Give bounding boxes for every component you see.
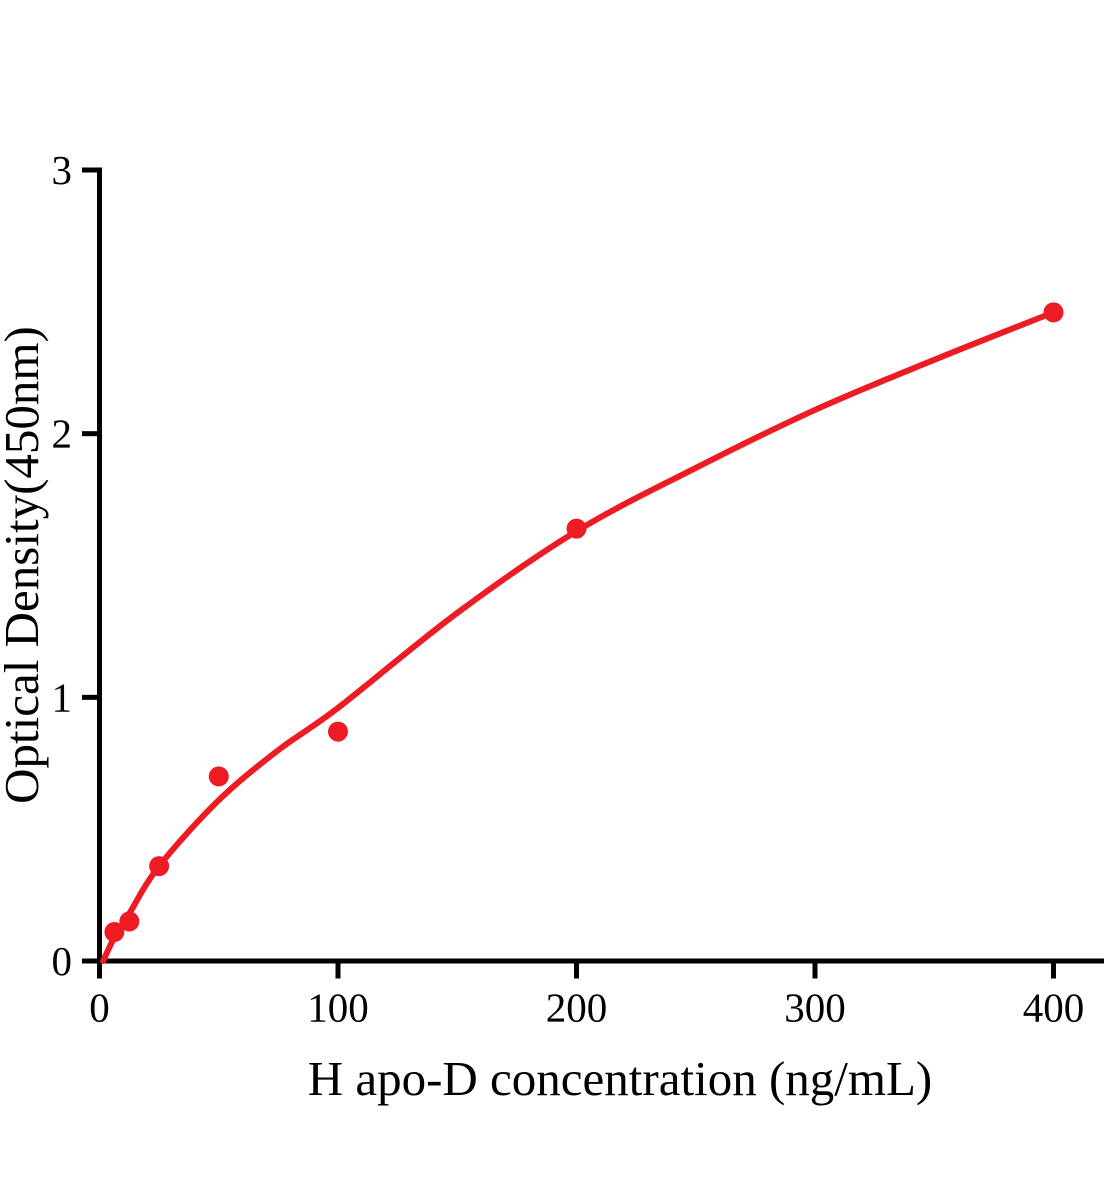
y-tick-label: 0 [52, 938, 73, 984]
data-point [104, 921, 125, 942]
x-tick-label: 0 [89, 985, 110, 1031]
x-axis-title: H apo-D concentration (ng/mL) [308, 1051, 933, 1106]
x-tick-label: 400 [1023, 985, 1085, 1031]
y-axis-title: Optical Density(450nm) [0, 326, 49, 804]
y-tick-label: 3 [52, 147, 73, 193]
data-point [566, 518, 587, 539]
y-tick-label: 2 [52, 411, 73, 457]
x-tick-label: 100 [307, 985, 369, 1031]
data-point [149, 856, 170, 877]
fit-curve [100, 309, 1057, 964]
data-point [1043, 302, 1064, 323]
x-tick-label: 300 [784, 985, 846, 1031]
x-tick-label: 200 [546, 985, 608, 1031]
y-tick-label: 1 [52, 674, 73, 720]
data-point [208, 766, 229, 787]
data-point [328, 721, 348, 742]
data-point [119, 911, 140, 932]
